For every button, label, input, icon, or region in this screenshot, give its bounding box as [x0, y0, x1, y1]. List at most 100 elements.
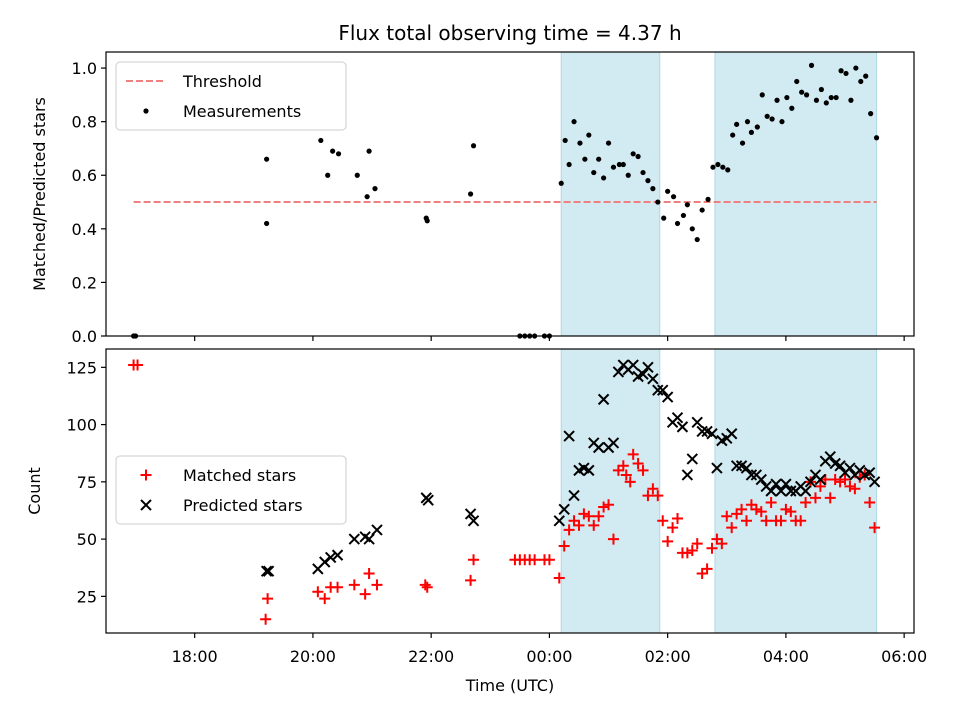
measurement-point: [264, 156, 270, 162]
predicted-point: [568, 489, 580, 502]
matched-point: [558, 540, 570, 552]
y-tick-label: 0.2: [72, 273, 97, 292]
predicted-point: [657, 384, 669, 396]
matched-point: [543, 554, 555, 566]
predicted-point: [642, 361, 654, 374]
matched-point: [563, 524, 575, 536]
measurement-point: [808, 62, 815, 68]
measurement-point: [318, 137, 324, 144]
measurement-point: [828, 94, 834, 101]
predicted-point: [691, 416, 703, 428]
matched-point: [716, 538, 728, 550]
measurement-point: [645, 178, 651, 184]
matched-point: [736, 503, 748, 515]
predicted-point: [780, 478, 792, 490]
y-tick-label: 100: [66, 416, 97, 435]
measurement-point: [764, 113, 770, 119]
measurement-point: [562, 137, 568, 144]
measurement-point: [630, 151, 636, 157]
matched-point: [829, 474, 841, 486]
matched-point: [750, 503, 762, 515]
matched-point: [359, 588, 371, 600]
matched-point: [814, 480, 826, 492]
predicted-point: [785, 485, 797, 497]
predicted-point: [563, 430, 575, 442]
measurement-point: [744, 119, 751, 125]
measurement-point: [601, 175, 607, 181]
measurement-point: [774, 97, 780, 103]
measurement-point: [655, 199, 661, 205]
y-tick-label: 50: [77, 530, 97, 549]
y-tick-label: 1.0: [72, 59, 97, 78]
top-ylabel: Matched/Predicted stars: [30, 97, 49, 291]
predicted-point: [686, 453, 699, 465]
matched-point: [312, 586, 324, 598]
predicted-point: [868, 476, 881, 488]
axes-frame: [105, 51, 915, 337]
matched-point: [607, 533, 619, 545]
predicted-point: [814, 473, 827, 486]
y-tick-label: 0.8: [72, 113, 97, 132]
measurement-point: [372, 186, 378, 192]
matched-point: [573, 519, 585, 531]
x-tick-label: 00:00: [526, 647, 572, 666]
measurement-point: [699, 207, 705, 213]
predicted-point: [725, 428, 738, 440]
predicted-point: [262, 565, 275, 577]
ratio-panel: 0.0 0.2 0.4 0.6 0.8 1.0 Threshold Measurements: [72, 51, 915, 346]
matched-point: [371, 579, 383, 591]
predicted-point: [612, 366, 625, 378]
measurement-point: [684, 202, 690, 208]
predicted-point: [706, 428, 718, 440]
measurement-point: [794, 78, 800, 85]
predicted-point: [765, 485, 777, 497]
predicted-point: [804, 476, 817, 488]
axes-frame: [105, 348, 915, 634]
matched-point: [647, 483, 659, 495]
measurement-point: [577, 140, 583, 146]
measurement-point: [789, 105, 795, 111]
matched-point: [755, 506, 767, 518]
matched-point: [419, 579, 431, 591]
matched-point: [627, 448, 639, 460]
measurement-point: [833, 94, 839, 101]
measurement-point: [784, 94, 790, 101]
measurement-point: [730, 132, 736, 138]
matched-point: [701, 563, 713, 575]
matched-point: [593, 510, 605, 522]
measurement-point: [616, 161, 622, 168]
legend-label: Measurements: [183, 102, 301, 121]
matched-point: [824, 492, 836, 504]
measurement-point: [769, 116, 775, 122]
matched-point: [598, 501, 610, 513]
matched-point: [864, 496, 876, 508]
measurement-point: [754, 124, 760, 130]
matched-point: [662, 535, 674, 547]
y-tick-label: 0.4: [72, 220, 97, 239]
matched-point: [667, 522, 679, 534]
matched-point: [421, 581, 433, 593]
measurement-point: [470, 143, 477, 149]
observing-span-1: [560, 348, 661, 634]
legend-measurement-swatch: [143, 108, 149, 114]
predicted-point: [558, 503, 570, 516]
predicted-point: [637, 368, 649, 380]
predicted-point: [260, 565, 273, 577]
matched-point: [620, 469, 632, 481]
predicted-point: [627, 359, 639, 371]
measurement-point: [620, 161, 626, 168]
measurement-point: [680, 212, 687, 219]
predicted-point: [597, 393, 610, 406]
matched-point: [578, 508, 590, 520]
measurement-point: [848, 97, 854, 103]
measurement-point: [705, 196, 711, 202]
predicted-point: [824, 450, 836, 463]
predicted-point: [647, 373, 659, 385]
measurement-point: [467, 191, 474, 197]
predicted-point: [464, 508, 477, 520]
predicted-point: [770, 478, 782, 490]
predicted-point: [730, 460, 743, 472]
bottom-ylabel: Count: [25, 467, 44, 515]
predicted-point: [331, 549, 344, 561]
